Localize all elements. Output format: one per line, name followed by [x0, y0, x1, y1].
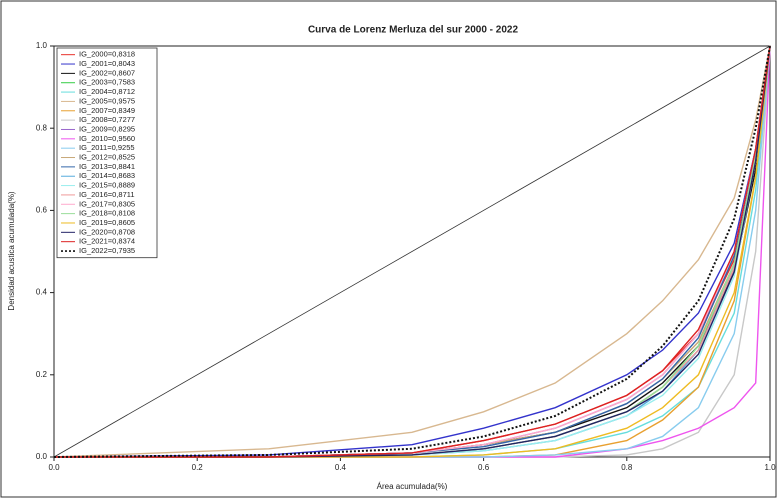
y-tick-label: 0.2	[36, 370, 48, 379]
legend-label: IG_2014=0,8683	[79, 171, 135, 180]
y-tick-label: 0.0	[36, 452, 48, 461]
x-tick-label: 1.0	[764, 463, 776, 472]
x-tick-label: 0.4	[335, 463, 347, 472]
legend-label: IG_2013=0,8841	[79, 162, 135, 171]
legend-label: IG_2002=0,8607	[79, 68, 135, 77]
lorenz-curve	[53, 45, 771, 458]
legend-label: IG_2010=0,9560	[79, 134, 135, 143]
y-tick-label: 0.4	[36, 288, 48, 297]
lorenz-curve	[54, 45, 771, 458]
lorenz-curve	[53, 45, 771, 458]
legend-label: IG_2022=0,7935	[79, 246, 135, 255]
legend-label: IG_2000=0,8318	[79, 50, 135, 59]
legend-label: IG_2009=0,8295	[79, 124, 135, 133]
legend-label: IG_2001=0,8043	[79, 59, 135, 68]
chart-title: Curva de Lorenz Merluza del sur 2000 - 2…	[308, 25, 519, 36]
legend-label: IG_2016=0,8711	[79, 190, 135, 199]
x-tick-label: 0.8	[621, 463, 633, 472]
legend-label: IG_2007=0,8349	[79, 106, 135, 115]
legend-label: IG_2012=0,8525	[79, 153, 135, 162]
legend-label: IG_2017=0,8305	[79, 199, 135, 208]
legend-label: IG_2015=0,8889	[79, 181, 135, 190]
y-tick-label: 0.8	[36, 123, 48, 132]
x-tick-label: 0.6	[478, 463, 490, 472]
legend-label: IG_2008=0,7277	[79, 115, 135, 124]
x-tick-label: 0.2	[192, 463, 204, 472]
legend-label: IG_2003=0,7583	[79, 78, 135, 87]
x-tick-label: 0.0	[48, 463, 60, 472]
equality-line	[53, 45, 771, 458]
y-tick-label: 0.6	[36, 206, 48, 215]
lorenz-curve	[53, 45, 771, 458]
legend-label: IG_2020=0,8708	[79, 227, 135, 236]
lorenz-curve	[54, 45, 771, 458]
legend-label: IG_2005=0,9575	[79, 96, 135, 105]
legend-label: IG_2018=0,8108	[79, 209, 135, 218]
legend-label: IG_2021=0,8374	[79, 237, 135, 246]
y-axis-label: Densidad acustica acumulada(%)	[7, 191, 16, 311]
legend-label: IG_2019=0,8605	[79, 218, 135, 227]
x-axis-label: Área acumulada(%)	[377, 482, 448, 491]
legend-label: IG_2011=0,9255	[79, 143, 135, 152]
legend-label: IG_2004=0,8712	[79, 87, 135, 96]
y-tick-label: 1.0	[36, 41, 48, 50]
lorenz-curve	[54, 45, 771, 458]
